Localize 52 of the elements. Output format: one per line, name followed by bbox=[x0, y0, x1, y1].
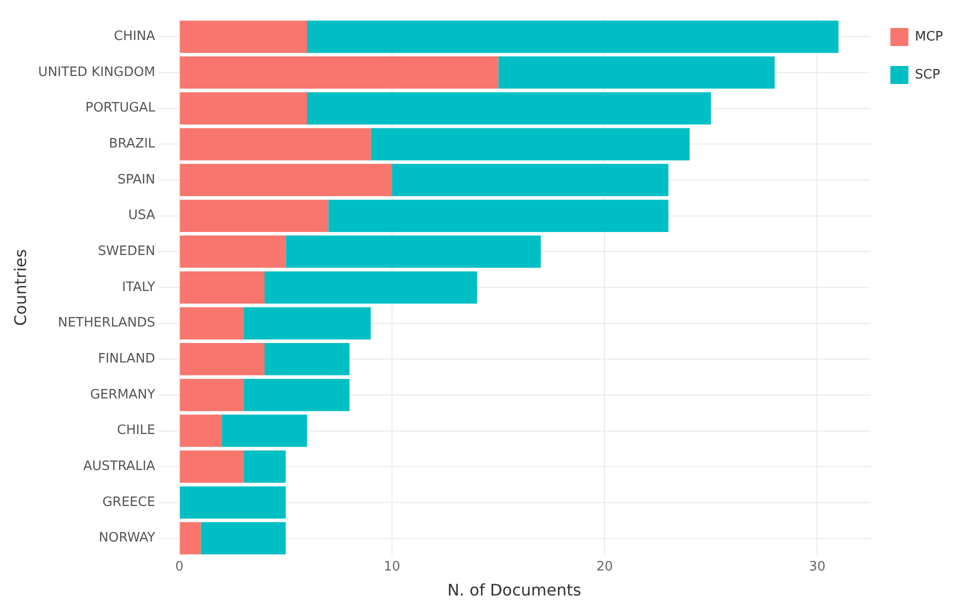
bar bbox=[200, 522, 286, 554]
bar bbox=[222, 414, 307, 447]
bar bbox=[498, 56, 775, 89]
y-tick-label: FINLAND bbox=[98, 352, 156, 367]
bar bbox=[180, 486, 286, 519]
x-tick-label: 0 bbox=[175, 559, 184, 574]
bar bbox=[180, 343, 264, 376]
x-axis-title: N. of Documents bbox=[447, 580, 582, 600]
bar bbox=[180, 307, 244, 340]
y-tick-label: GERMANY bbox=[90, 387, 156, 402]
y-tick-label: CHILE bbox=[117, 423, 156, 438]
y-tick-label: NETHERLANDS bbox=[58, 316, 156, 331]
bar bbox=[243, 307, 371, 340]
bar bbox=[180, 92, 307, 124]
bar bbox=[392, 164, 668, 196]
x-tick-label: 20 bbox=[596, 559, 613, 574]
legend-label: SCP bbox=[914, 67, 940, 82]
y-tick-label: NORWAY bbox=[98, 530, 156, 546]
bar bbox=[286, 236, 541, 268]
y-tick-label: USA bbox=[128, 208, 156, 224]
bar bbox=[307, 92, 711, 124]
bar bbox=[328, 200, 668, 232]
y-tick-label: ITALY bbox=[122, 280, 156, 295]
y-tick-label: AUSTRALIA bbox=[83, 459, 156, 474]
y-tick-label: PORTUGAL bbox=[85, 100, 156, 116]
y-tick-label: UNITED KINGDOM bbox=[38, 64, 156, 80]
x-tick-label: 30 bbox=[808, 559, 826, 574]
legend-label: MCP bbox=[914, 29, 944, 44]
bar bbox=[264, 271, 478, 304]
bar bbox=[180, 56, 498, 89]
bar bbox=[180, 378, 244, 412]
bar bbox=[180, 128, 371, 160]
y-tick-label: CHINA bbox=[114, 29, 156, 44]
bar bbox=[243, 378, 350, 412]
bar bbox=[180, 164, 392, 196]
bar bbox=[370, 128, 690, 160]
bar bbox=[180, 450, 244, 483]
bar bbox=[264, 343, 350, 376]
bar bbox=[180, 236, 286, 268]
bar bbox=[243, 450, 286, 483]
bar bbox=[180, 414, 222, 447]
bar bbox=[180, 20, 307, 53]
y-tick-label: BRAZIL bbox=[108, 136, 156, 152]
bar bbox=[307, 20, 838, 53]
x-tick-label: 10 bbox=[384, 559, 400, 574]
y-axis-title: Countries bbox=[10, 249, 30, 326]
y-tick-label: GREECE bbox=[102, 494, 156, 510]
bar bbox=[180, 271, 264, 304]
bar bbox=[180, 522, 201, 554]
y-tick-label: SWEDEN bbox=[98, 244, 156, 260]
bar bbox=[180, 200, 328, 232]
y-tick-label: SPAIN bbox=[117, 172, 156, 188]
